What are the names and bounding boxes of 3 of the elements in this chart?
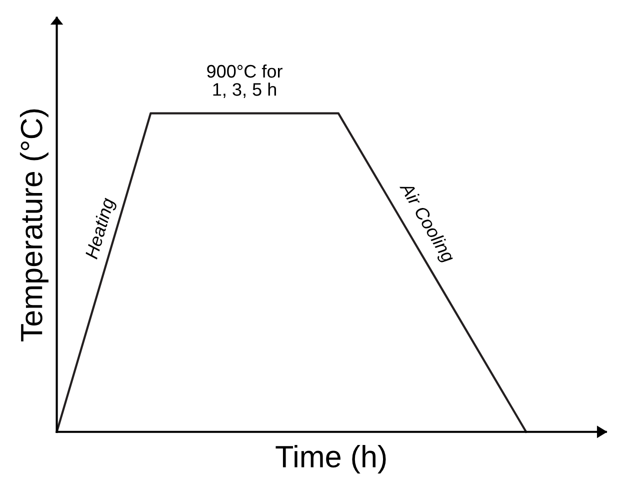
y-axis-title: Temperature (°C) bbox=[20, 109, 48, 342]
x-axis-title: Time (h) bbox=[276, 445, 386, 474]
text: 900°C for 1, 3, 5 h bbox=[207, 64, 282, 98]
